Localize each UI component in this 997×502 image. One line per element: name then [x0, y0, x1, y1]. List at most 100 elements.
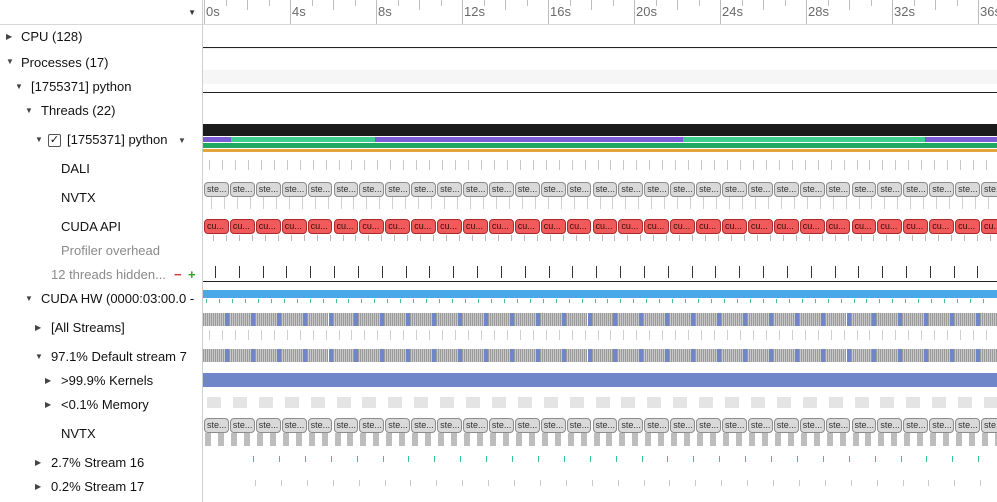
cuda-api-range[interactable]: cu... — [488, 219, 514, 234]
stream-kernel-block[interactable] — [203, 313, 225, 326]
cuda-api-range[interactable]: cu... — [773, 219, 799, 234]
nvtx-range[interactable]: ste... — [877, 182, 903, 197]
nvtx-range[interactable]: ste... — [566, 182, 592, 197]
stream-kernel-block[interactable] — [203, 349, 225, 362]
row-dali[interactable]: DALI — [61, 161, 90, 176]
stream-kernel-block[interactable] — [824, 349, 847, 362]
nvtx-range[interactable]: ste... — [773, 182, 799, 197]
stream-kernel-block[interactable] — [591, 313, 614, 326]
lane-thread-activity[interactable] — [203, 124, 997, 136]
lane-cuda-api[interactable]: cu... cu... cu... cu... cu... cu... cu... cu...… — [203, 219, 997, 234]
nvtx-range[interactable]: ste... — [204, 182, 229, 197]
stream-kernel-block[interactable] — [487, 313, 510, 326]
stream-kernel-block[interactable] — [462, 313, 484, 326]
collapse-processes-icon[interactable]: ▼ — [6, 57, 14, 66]
stream-kernel-block[interactable] — [565, 349, 588, 362]
stream-kernel-block[interactable] — [513, 349, 536, 362]
nvtx-range[interactable]: ste... — [463, 182, 488, 197]
nvtx-range[interactable]: ste... — [463, 418, 488, 433]
stream-kernel-block[interactable] — [358, 349, 381, 362]
row-process[interactable]: [1755371] python — [31, 79, 132, 94]
nvtx-range[interactable]: ste... — [255, 418, 281, 433]
cuda-api-range[interactable]: cu... — [747, 219, 773, 234]
stream-kernel-block[interactable] — [876, 349, 899, 362]
row-nvtx-2[interactable]: NVTX — [61, 426, 96, 441]
nvtx-range[interactable]: ste... — [722, 418, 747, 433]
nvtx-range[interactable]: ste... — [592, 418, 618, 433]
nvtx-range[interactable]: ste... — [333, 418, 359, 433]
cuda-api-range[interactable]: cu... — [799, 219, 825, 234]
cuda-api-range[interactable]: cu... — [825, 219, 851, 234]
cuda-api-range[interactable]: cu... — [359, 219, 385, 234]
lane-stream17[interactable] — [203, 480, 997, 496]
cuda-api-range[interactable]: cu... — [877, 219, 903, 234]
nvtx-range[interactable]: ste... — [618, 418, 644, 433]
nvtx-range[interactable]: ste... — [437, 182, 462, 197]
nvtx-range[interactable]: ste... — [307, 182, 333, 197]
nvtx-range[interactable]: ste... — [825, 182, 851, 197]
stream-kernel-block[interactable] — [436, 349, 458, 362]
cuda-api-range[interactable]: cu... — [670, 219, 696, 234]
stream-kernel-block[interactable] — [384, 313, 407, 326]
stream-kernel-block[interactable] — [539, 349, 562, 362]
header-dropdown-icon[interactable]: ▼ — [188, 8, 196, 17]
row-processes[interactable]: Processes (17) — [21, 55, 109, 70]
nvtx-range[interactable]: ste... — [799, 418, 825, 433]
nvtx-range[interactable]: ste... — [929, 182, 955, 197]
nvtx-range[interactable]: ste... — [333, 182, 359, 197]
stream-kernel-block[interactable] — [565, 313, 588, 326]
stream-kernel-block[interactable] — [643, 313, 666, 326]
nvtx-range[interactable]: ste... — [955, 418, 980, 433]
row-thread[interactable]: [1755371] python — [67, 132, 168, 147]
nvtx-range[interactable]: ste... — [281, 182, 307, 197]
row-kernels[interactable]: >99.9% Kernels — [61, 373, 154, 388]
row-profiler-overhead[interactable]: Profiler overhead — [61, 243, 160, 258]
stream-kernel-block[interactable] — [306, 349, 329, 362]
row-stream17[interactable]: 0.2% Stream 17 — [51, 479, 145, 494]
cuda-api-range[interactable]: cu... — [981, 219, 997, 234]
stream-kernel-block[interactable] — [980, 349, 997, 362]
row-cpu[interactable]: CPU (128) — [21, 29, 83, 44]
cuda-api-range[interactable]: cu... — [204, 219, 229, 234]
nvtx-range[interactable]: ste... — [799, 182, 825, 197]
stream-kernel-block[interactable] — [746, 313, 769, 326]
thread-checkbox[interactable]: ✓ — [48, 134, 61, 147]
nvtx-range[interactable]: ste... — [540, 418, 566, 433]
row-cuda-api[interactable]: CUDA API — [61, 219, 121, 234]
nvtx-range[interactable]: ste... — [592, 182, 618, 197]
stream-kernel-block[interactable] — [746, 349, 769, 362]
stream-kernel-block[interactable] — [954, 349, 976, 362]
nvtx-range[interactable]: ste... — [929, 418, 955, 433]
cuda-api-range[interactable]: cu... — [592, 219, 618, 234]
stream-kernel-block[interactable] — [669, 313, 692, 326]
nvtx-range[interactable]: ste... — [488, 182, 514, 197]
time-ruler[interactable]: 0s 4s 8s 12s 16s 20s 24s 28s 32s 36s — [203, 0, 997, 25]
cuda-api-range[interactable]: cu... — [281, 219, 307, 234]
stream-kernel-block[interactable] — [928, 313, 951, 326]
stream-kernel-block[interactable] — [772, 349, 795, 362]
cuda-api-range[interactable]: cu... — [540, 219, 566, 234]
stream-kernel-block[interactable] — [902, 313, 925, 326]
cuda-api-range[interactable]: cu... — [463, 219, 488, 234]
expand-kernels-icon[interactable]: ▶ — [45, 376, 52, 385]
nvtx-range[interactable]: ste... — [618, 182, 644, 197]
row-hidden-threads[interactable]: 12 threads hidden... — [51, 267, 166, 282]
expand-stream17-icon[interactable]: ▶ — [35, 482, 42, 491]
lane-nvtx[interactable]: ste... ste... ste... ste... ste... ste... ste.… — [203, 182, 997, 197]
nvtx-range[interactable]: ste... — [514, 182, 540, 197]
row-memory[interactable]: <0.1% Memory — [61, 397, 149, 412]
expand-cpu-icon[interactable]: ▶ — [6, 32, 13, 41]
stream-kernel-block[interactable] — [928, 349, 951, 362]
nvtx-range[interactable]: ste... — [488, 418, 514, 433]
nvtx-range[interactable]: ste... — [903, 418, 929, 433]
stream-kernel-block[interactable] — [850, 313, 873, 326]
stream-kernel-block[interactable] — [980, 313, 997, 326]
stream-kernel-block[interactable] — [798, 349, 821, 362]
nvtx-range[interactable]: ste... — [696, 418, 721, 433]
lane-processes[interactable] — [203, 70, 997, 84]
stream-kernel-block[interactable] — [487, 349, 510, 362]
stream-kernel-block[interactable] — [643, 349, 666, 362]
cuda-api-range[interactable]: cu... — [255, 219, 281, 234]
stream-kernel-block[interactable] — [306, 313, 329, 326]
nvtx-range[interactable]: ste... — [204, 418, 229, 433]
